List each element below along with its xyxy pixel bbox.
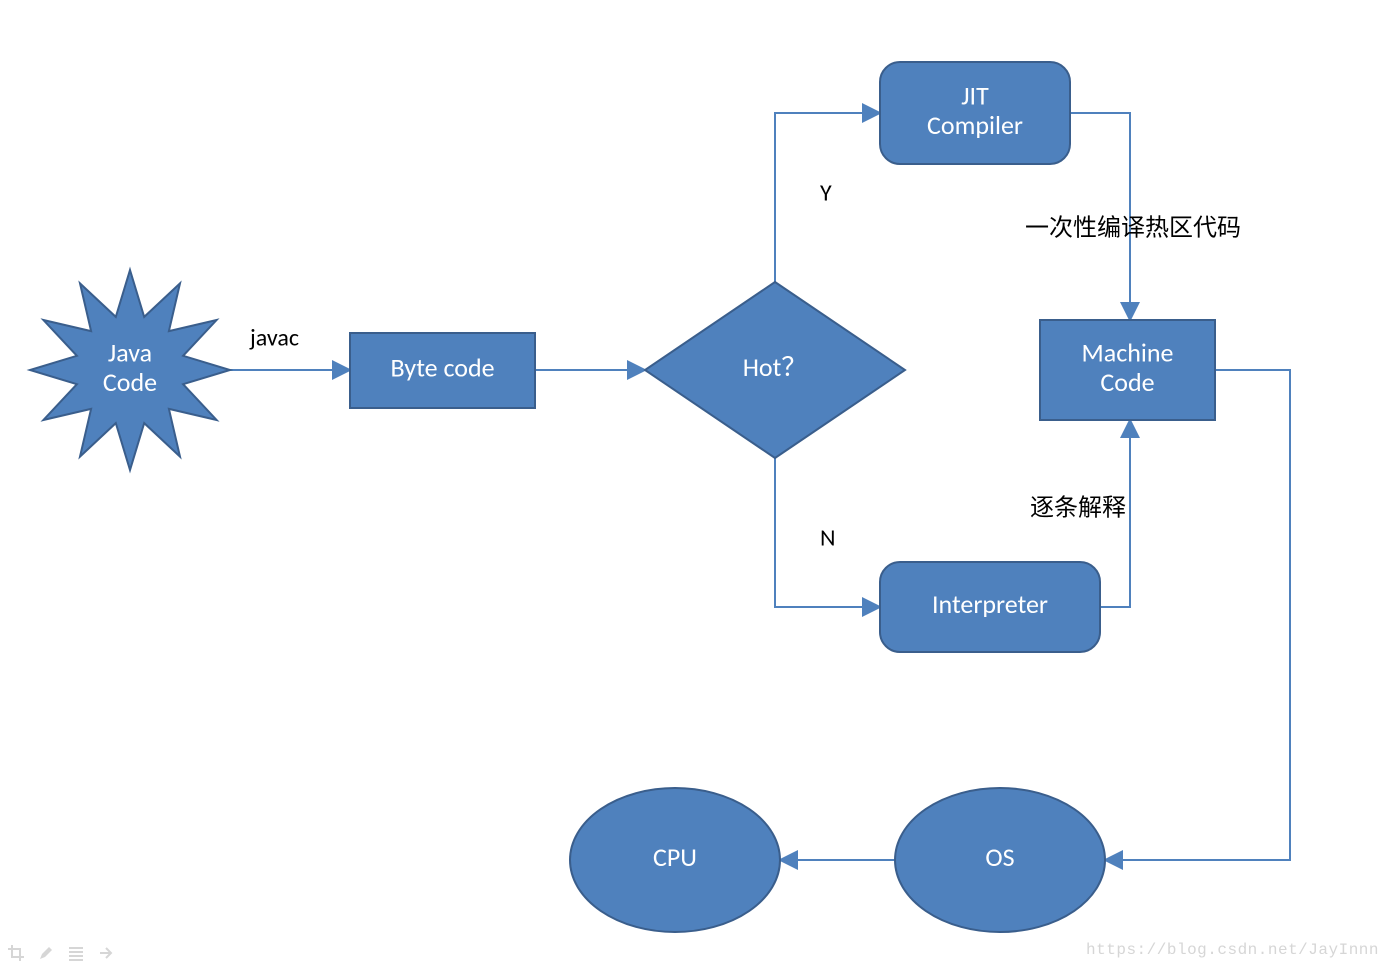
node-java_code: JavaCode xyxy=(30,270,230,470)
node-text-java_code-0: Java xyxy=(108,336,152,368)
node-text-machine_code-0: Machine xyxy=(1082,336,1174,368)
node-text-byte_code-0: Byte code xyxy=(390,352,494,384)
edges-layer: javac Y N 一次性编译热区代码逐条解释 xyxy=(218,113,1290,860)
edge-label-java-to-byte: javac xyxy=(249,324,299,353)
flowchart-canvas: javacYN一次性编译热区代码逐条解释JavaCodeByte codeHot… xyxy=(0,0,1389,967)
crop-icon xyxy=(8,945,24,961)
edge-label-hot-to-jit: Y xyxy=(820,179,832,208)
node-text-hot-0: Hot？ xyxy=(743,351,808,383)
pencil-icon xyxy=(38,945,54,961)
node-byte_code: Byte code xyxy=(350,333,535,408)
node-text-os-0: OS xyxy=(985,841,1014,873)
node-text-java_code-1: Code xyxy=(103,366,157,398)
arrow-right-icon xyxy=(98,945,114,961)
node-text-jit-1: Compiler xyxy=(927,109,1023,141)
node-jit: JITCompiler xyxy=(880,62,1070,164)
lines-icon xyxy=(68,945,84,961)
node-text-machine_code-1: Code xyxy=(1100,366,1154,398)
watermark-text: https://blog.csdn.net/JayInnn xyxy=(1086,941,1379,959)
edge-label-interp-to-machine: 逐条解释 xyxy=(1030,494,1126,523)
node-cpu: CPU xyxy=(570,788,780,932)
node-hot: Hot？ xyxy=(645,282,905,458)
node-text-jit-0: JIT xyxy=(961,79,989,111)
edge-label-hot-to-interp: N xyxy=(820,524,836,553)
node-text-cpu-0: CPU xyxy=(653,841,697,873)
node-os: OS xyxy=(895,788,1105,932)
bottom-toolbar xyxy=(8,945,114,961)
node-text-interpreter-0: Interpreter xyxy=(932,588,1048,620)
edge-label-jit-to-machine: 一次性编译热区代码 xyxy=(1025,214,1241,243)
node-interpreter: Interpreter xyxy=(880,562,1100,652)
node-machine_code: MachineCode xyxy=(1040,320,1215,420)
edge-machine-to-os xyxy=(1105,370,1290,860)
